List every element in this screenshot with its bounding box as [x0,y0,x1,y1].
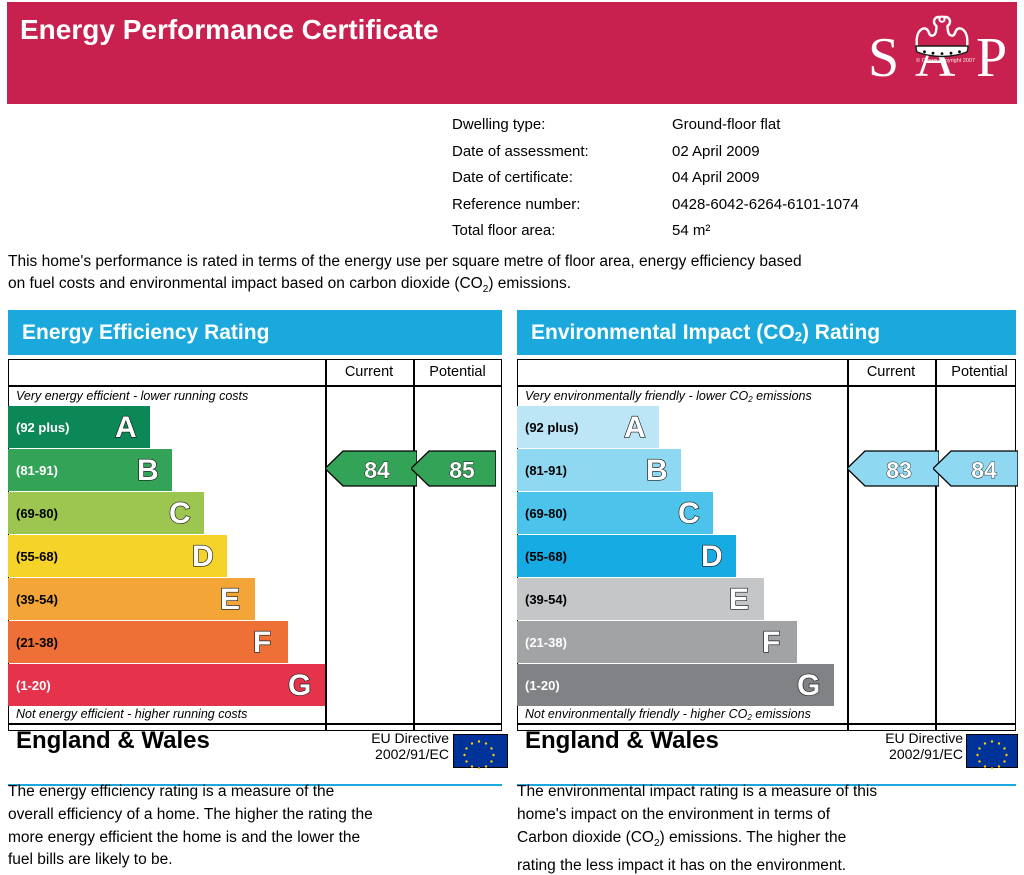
svg-text:A: A [624,411,646,444]
svg-text:B: B [646,454,668,487]
svg-text:E: E [729,583,749,616]
svg-text:B: B [137,454,159,487]
svg-text:F: F [762,626,780,659]
svg-text:C: C [169,497,191,530]
svg-text:C: C [678,497,700,530]
svg-text:D: D [701,540,723,573]
svg-text:S: S [868,27,899,80]
svg-text:84: 84 [364,457,390,483]
svg-text:85: 85 [449,457,475,483]
svg-text:A: A [115,411,137,444]
svg-text:84: 84 [971,457,997,483]
svg-text:D: D [192,540,214,573]
svg-text:G: G [797,669,820,702]
svg-text:P: P [976,27,1007,80]
svg-text:E: E [220,583,240,616]
svg-text:F: F [253,626,271,659]
svg-text:G: G [288,669,311,702]
svg-text:83: 83 [886,457,912,483]
